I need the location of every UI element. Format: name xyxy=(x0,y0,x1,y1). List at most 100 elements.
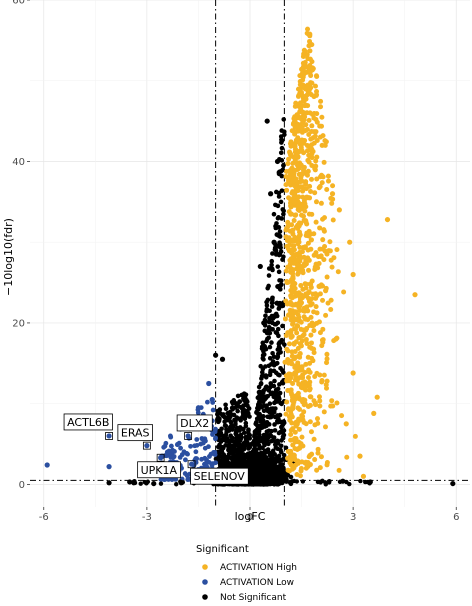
bg-point xyxy=(259,344,265,350)
bg-point xyxy=(282,471,287,476)
bg-point xyxy=(297,299,303,305)
bg-point xyxy=(306,267,312,273)
data-point xyxy=(329,191,336,197)
bg-point xyxy=(324,186,330,192)
bg-point xyxy=(290,160,296,166)
bg-point xyxy=(262,442,267,448)
bg-point xyxy=(287,480,293,486)
bg-point xyxy=(319,173,325,179)
bg-point xyxy=(273,252,279,257)
bg-point xyxy=(283,298,289,304)
bg-point xyxy=(171,454,177,460)
bg-point xyxy=(288,143,294,149)
data-point xyxy=(374,394,380,400)
bg-point xyxy=(300,286,306,292)
bg-point xyxy=(161,444,167,450)
bg-point xyxy=(267,452,273,458)
bg-point xyxy=(322,244,328,250)
annotation-marker xyxy=(156,453,165,462)
bg-point xyxy=(301,218,307,224)
bg-point xyxy=(309,123,315,129)
bg-point xyxy=(240,411,246,417)
bg-point xyxy=(293,309,299,315)
bg-point xyxy=(327,239,333,245)
bg-point xyxy=(224,438,229,444)
bg-point xyxy=(305,157,311,163)
data-point xyxy=(178,480,184,486)
bg-point xyxy=(304,126,310,132)
bg-point xyxy=(318,104,324,110)
bg-point xyxy=(225,417,231,423)
bg-point xyxy=(302,208,308,214)
bg-point xyxy=(257,466,263,471)
bg-point xyxy=(301,167,307,173)
bg-point xyxy=(277,396,282,402)
bg-point xyxy=(275,284,280,289)
bg-point xyxy=(282,132,287,137)
bg-point xyxy=(296,222,302,228)
bg-point xyxy=(312,400,318,406)
bg-point xyxy=(293,137,299,143)
bg-point xyxy=(323,312,329,318)
bg-point xyxy=(273,311,279,317)
annotation-label: SELENOV xyxy=(194,470,246,483)
bg-point xyxy=(300,267,306,273)
bg-point xyxy=(283,234,289,240)
bg-point xyxy=(291,116,297,122)
bg-point xyxy=(305,148,311,154)
bg-point xyxy=(279,424,284,430)
bg-point xyxy=(318,283,324,289)
bg-point xyxy=(307,48,313,54)
bg-point xyxy=(297,406,303,412)
bg-point xyxy=(308,394,314,400)
bg-point xyxy=(329,398,335,404)
bg-point xyxy=(278,349,283,355)
bg-point xyxy=(305,231,311,237)
data-point xyxy=(450,480,456,487)
bg-point xyxy=(304,69,310,75)
bg-point xyxy=(287,307,293,313)
bg-point xyxy=(256,438,261,443)
x-tick-label: -3 xyxy=(142,512,152,523)
bg-point xyxy=(309,320,315,326)
bg-point xyxy=(273,440,279,445)
bg-point xyxy=(283,182,289,188)
bg-point xyxy=(246,428,251,433)
bg-point xyxy=(243,463,248,468)
bg-point xyxy=(267,401,273,406)
data-point xyxy=(323,288,329,294)
bg-point xyxy=(216,419,221,425)
bg-point xyxy=(300,194,306,200)
bg-point xyxy=(283,445,289,451)
bg-point xyxy=(256,443,262,448)
bg-point xyxy=(185,477,191,482)
bg-point xyxy=(260,399,266,405)
bg-point xyxy=(292,349,298,355)
bg-point xyxy=(305,308,311,314)
bg-point xyxy=(299,66,305,72)
bg-point xyxy=(307,369,313,375)
bg-point xyxy=(322,248,328,254)
bg-point xyxy=(237,434,242,440)
bg-point xyxy=(268,361,274,367)
bg-point xyxy=(288,204,294,210)
bg-point xyxy=(312,133,318,139)
bg-point xyxy=(285,387,291,393)
bg-point xyxy=(323,382,329,388)
bg-point xyxy=(215,411,220,417)
bg-point xyxy=(292,429,298,435)
bg-point xyxy=(295,127,301,133)
bg-point xyxy=(304,304,310,310)
bg-point xyxy=(292,234,298,240)
bg-point xyxy=(265,336,270,342)
bg-point xyxy=(320,337,326,343)
bg-point xyxy=(262,424,268,429)
annotation-label: UPK1A xyxy=(141,464,178,477)
bg-point xyxy=(305,374,311,380)
bg-point xyxy=(258,381,264,387)
bg-point xyxy=(317,183,323,189)
bg-point xyxy=(303,316,309,322)
bg-point xyxy=(266,273,272,278)
bg-point xyxy=(317,403,323,409)
